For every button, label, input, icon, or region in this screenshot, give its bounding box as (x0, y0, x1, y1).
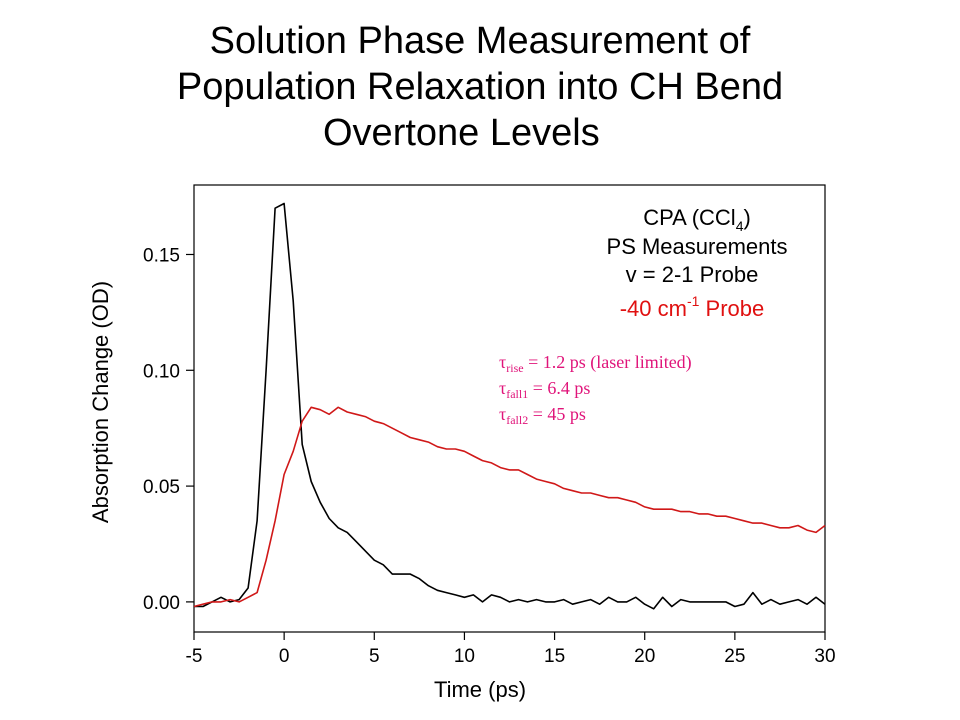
legend-line-red-probe: -40 cm-1 Probe (620, 293, 765, 321)
legend-line-compound: CPA (CCl4) (643, 205, 751, 234)
title-line-1: Solution Phase Measurement of (209, 20, 751, 62)
y-axis-label: Absorption Change (OD) (88, 281, 113, 523)
y-tick-label: 0.05 (143, 477, 180, 498)
tau-fall1-annotation: τfall1 = 6.4 ps (499, 378, 590, 401)
x-tick-label: -5 (186, 646, 203, 667)
legend-line-black-probe: v = 2-1 Probe (626, 262, 759, 287)
tau-annotations: τrise = 1.2 ps (laser limited) τfall1 = … (499, 352, 692, 427)
x-axis-label: Time (ps) (434, 677, 526, 702)
x-tick-label: 0 (279, 646, 290, 667)
series-line-black (194, 202, 826, 610)
x-tick-label: 25 (724, 646, 745, 667)
legend: CPA (CCl4) PS Measurements v = 2-1 Probe… (607, 205, 788, 321)
x-tick-label: 20 (634, 646, 655, 667)
tau-rise-annotation: τrise = 1.2 ps (laser limited) (499, 352, 692, 375)
tau-fall2-annotation: τfall2 = 45 ps (499, 404, 586, 427)
page-title: Solution Phase Measurement of Population… (0, 18, 960, 156)
plot-frame (193, 184, 826, 633)
x-tick-label: 15 (544, 646, 565, 667)
title-line-2: Population Relaxation into CH Bend (176, 66, 784, 108)
x-tick-label: 5 (369, 646, 380, 667)
title-line-3: Overtone Levels (323, 112, 600, 154)
y-tick-label: 0.00 (143, 593, 180, 614)
legend-line-measurement: PS Measurements (607, 234, 788, 259)
series-line-red (193, 406, 826, 608)
y-tick-label: 0.15 (143, 245, 180, 266)
y-tick-label: 0.10 (143, 361, 180, 382)
x-tick-label: 30 (814, 646, 835, 667)
x-tick-label: 10 (454, 646, 475, 667)
